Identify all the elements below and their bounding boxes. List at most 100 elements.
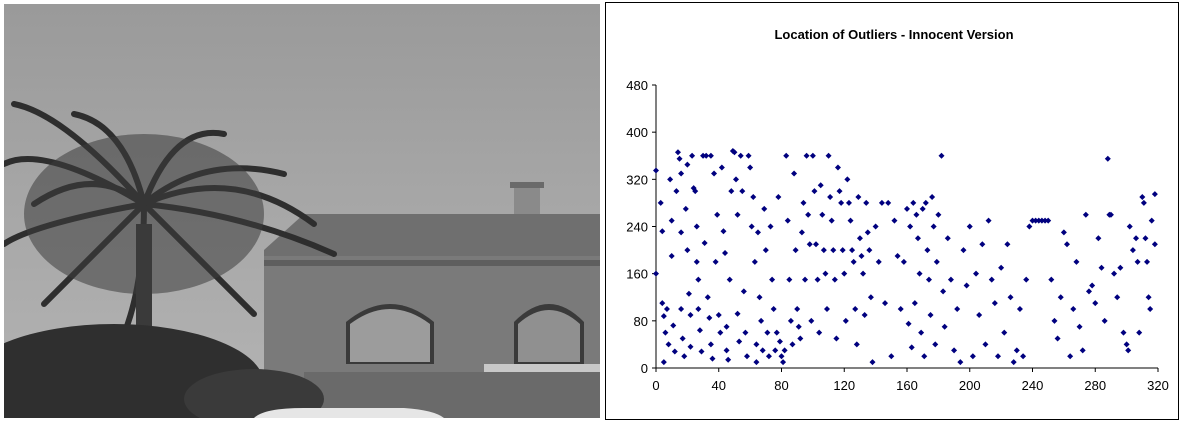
data-point bbox=[720, 228, 727, 235]
data-point bbox=[1140, 199, 1147, 206]
data-point bbox=[861, 311, 868, 318]
data-point bbox=[820, 247, 827, 254]
data-point bbox=[776, 338, 783, 345]
data-point bbox=[913, 211, 920, 218]
data-point bbox=[1001, 329, 1008, 336]
data-point bbox=[725, 356, 732, 363]
data-point bbox=[1095, 235, 1102, 242]
data-point bbox=[711, 170, 718, 177]
data-point bbox=[1151, 241, 1158, 248]
data-point bbox=[916, 270, 923, 277]
data-point bbox=[676, 155, 683, 162]
data-point bbox=[685, 290, 692, 297]
x-tick-label: 240 bbox=[1022, 378, 1044, 393]
data-point bbox=[944, 235, 951, 242]
data-point bbox=[979, 241, 986, 248]
data-point bbox=[921, 353, 928, 360]
photo-image bbox=[0, 4, 600, 423]
data-point bbox=[900, 258, 907, 265]
data-point bbox=[932, 341, 939, 348]
data-point bbox=[1057, 294, 1064, 301]
x-tick-label: 40 bbox=[712, 378, 726, 393]
data-point bbox=[693, 223, 700, 230]
data-point bbox=[813, 241, 820, 248]
data-point bbox=[814, 276, 821, 283]
data-point bbox=[1023, 276, 1030, 283]
data-point bbox=[689, 152, 696, 159]
data-point bbox=[1045, 217, 1052, 224]
data-point bbox=[805, 211, 812, 218]
data-point bbox=[783, 152, 790, 159]
data-point bbox=[1082, 211, 1089, 218]
data-point bbox=[722, 250, 729, 257]
data-point bbox=[773, 329, 780, 336]
data-point bbox=[714, 211, 721, 218]
data-point bbox=[684, 161, 691, 168]
data-point bbox=[1133, 235, 1140, 242]
data-point bbox=[1060, 229, 1067, 236]
x-tick-label: 0 bbox=[652, 378, 659, 393]
data-point bbox=[1101, 317, 1108, 324]
data-point bbox=[1042, 217, 1049, 224]
data-point bbox=[787, 317, 794, 324]
data-point bbox=[806, 241, 813, 248]
data-point bbox=[753, 359, 760, 366]
y-tick-label: 320 bbox=[626, 172, 648, 187]
data-point bbox=[847, 217, 854, 224]
data-point bbox=[878, 199, 885, 206]
data-point bbox=[951, 347, 958, 354]
data-point bbox=[723, 323, 730, 330]
data-point bbox=[797, 335, 804, 342]
data-point bbox=[817, 182, 824, 189]
data-point bbox=[1020, 353, 1027, 360]
data-point bbox=[662, 329, 669, 336]
data-point bbox=[894, 252, 901, 259]
data-point bbox=[838, 199, 845, 206]
data-point bbox=[858, 252, 865, 259]
data-point bbox=[819, 211, 826, 218]
data-point bbox=[866, 247, 873, 254]
data-point bbox=[973, 270, 980, 277]
data-point bbox=[888, 353, 895, 360]
data-point bbox=[827, 194, 834, 201]
data-point bbox=[855, 194, 862, 201]
data-point bbox=[960, 247, 967, 254]
data-point bbox=[941, 323, 948, 330]
data-point bbox=[860, 270, 867, 277]
chart-panel: Location of Outliers - Innocent Version … bbox=[605, 2, 1179, 420]
data-point bbox=[1104, 155, 1111, 162]
data-point bbox=[678, 306, 685, 313]
x-tick-label: 280 bbox=[1084, 378, 1106, 393]
data-point bbox=[792, 247, 799, 254]
data-point bbox=[867, 294, 874, 301]
data-point bbox=[954, 306, 961, 313]
x-ticks: 0 40 80 120 160 200 240 280 320 bbox=[652, 368, 1169, 393]
data-point bbox=[696, 327, 703, 334]
data-point bbox=[728, 188, 735, 195]
data-point bbox=[833, 335, 840, 342]
data-point bbox=[695, 276, 702, 283]
data-point bbox=[849, 247, 856, 254]
data-point bbox=[1098, 264, 1105, 271]
data-point bbox=[693, 258, 700, 265]
data-point bbox=[816, 329, 823, 336]
data-point bbox=[885, 199, 892, 206]
y-tick-label: 0 bbox=[641, 361, 648, 376]
data-point bbox=[673, 188, 680, 195]
building bbox=[264, 182, 600, 418]
data-point bbox=[778, 353, 785, 360]
x-tick-label: 320 bbox=[1147, 378, 1169, 393]
data-point bbox=[935, 211, 942, 218]
data-point bbox=[660, 359, 667, 366]
data-point bbox=[739, 188, 746, 195]
data-point bbox=[1126, 223, 1133, 230]
data-point bbox=[800, 199, 807, 206]
street-photo bbox=[0, 4, 600, 423]
data-point bbox=[723, 347, 730, 354]
data-point bbox=[1123, 341, 1130, 348]
y-tick-label: 160 bbox=[626, 267, 648, 282]
data-point bbox=[822, 270, 829, 277]
data-point bbox=[908, 344, 915, 351]
data-point bbox=[1029, 217, 1036, 224]
data-point bbox=[1010, 359, 1017, 366]
